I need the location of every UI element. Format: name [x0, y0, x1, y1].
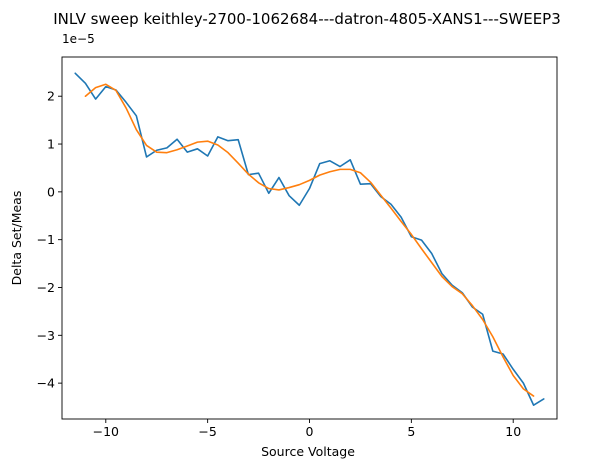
y-tick-label: 1 — [47, 137, 55, 152]
x-tick-label: −5 — [198, 424, 216, 439]
plot-area — [74, 72, 545, 406]
y-axis-label: Delta Set/Meas — [9, 191, 24, 286]
x-axis-label: Source Voltage — [261, 444, 355, 459]
x-tick-label: 5 — [407, 424, 415, 439]
series-2-line — [84, 83, 535, 397]
y-tick-label: 0 — [47, 184, 55, 199]
x-tick-label: −10 — [93, 424, 119, 439]
y-tick-label: −2 — [37, 280, 55, 295]
y-tick-label: −3 — [37, 328, 55, 343]
plot-frame — [61, 56, 558, 420]
y-axis: −4 −3 −2 −1 0 1 2 — [37, 89, 62, 391]
series-1-line — [74, 72, 545, 406]
y-tick-label: −4 — [37, 376, 55, 391]
y-tick-label: −1 — [37, 232, 55, 247]
chart-title: INLV sweep keithley-2700-1062684---datro… — [53, 10, 561, 28]
y-offset-label: 1e−5 — [62, 32, 95, 46]
x-axis: −10 −5 0 5 10 — [93, 419, 521, 439]
x-tick-label: 0 — [306, 424, 314, 439]
x-tick-label: 10 — [505, 424, 521, 439]
y-tick-label: 2 — [47, 89, 55, 104]
